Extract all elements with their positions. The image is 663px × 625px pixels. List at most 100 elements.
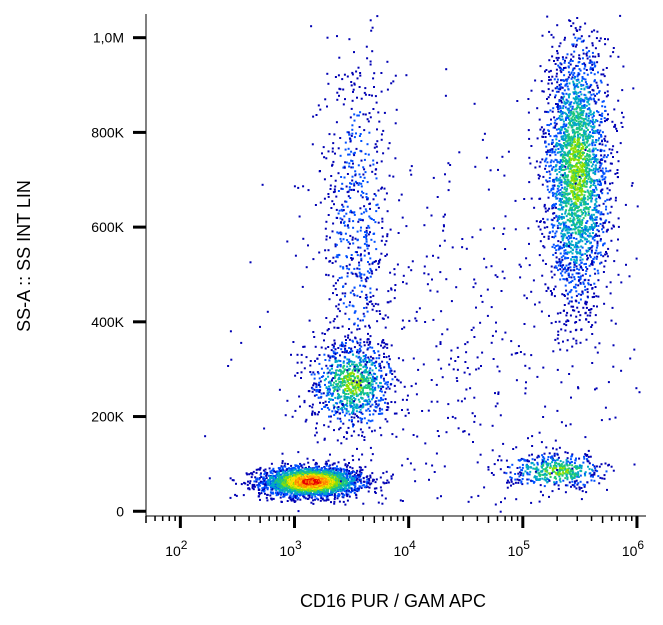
event-dot: [339, 480, 342, 483]
event-dot: [262, 486, 265, 489]
event-dot: [314, 413, 317, 416]
event-dot: [294, 409, 297, 412]
event-dot: [572, 55, 575, 58]
event-dot: [314, 495, 317, 498]
event-dot: [362, 484, 365, 486]
event-dot: [546, 98, 548, 100]
event-dot: [552, 126, 555, 129]
event-dot: [308, 474, 311, 477]
event-dot: [353, 361, 356, 364]
event-dot: [316, 389, 319, 392]
event-dot: [590, 60, 593, 63]
event-dot: [342, 103, 345, 106]
event-dot: [577, 276, 580, 278]
event-dot: [285, 482, 288, 484]
event-dot: [355, 355, 358, 358]
event-dot: [342, 480, 345, 483]
event-dot: [290, 499, 293, 502]
event-dot: [305, 490, 308, 493]
event-dot: [603, 137, 606, 140]
event-dot: [344, 200, 347, 203]
event-dot: [541, 232, 544, 235]
event-dot: [580, 328, 583, 331]
event-dot: [352, 406, 355, 409]
event-dot: [324, 347, 327, 350]
event-dot: [337, 232, 340, 235]
event-dot: [597, 272, 600, 275]
event-dot: [362, 359, 365, 362]
event-dot: [357, 324, 359, 327]
event-dot: [539, 65, 542, 68]
event-dot: [333, 203, 335, 206]
event-dot: [593, 80, 596, 83]
event-dot: [307, 489, 310, 492]
event-dot: [366, 338, 369, 341]
event-dot: [317, 474, 320, 477]
event-dot: [374, 168, 377, 171]
event-dot: [548, 191, 551, 194]
event-dot: [362, 360, 365, 363]
event-dot: [361, 413, 364, 415]
event-dot: [594, 314, 597, 317]
event-dot: [319, 380, 322, 383]
event-dot: [325, 460, 328, 463]
event-dot: [259, 482, 262, 484]
event-dot: [353, 136, 356, 139]
event-dot: [258, 468, 261, 471]
event-dot: [340, 232, 343, 235]
event-dot: [330, 175, 333, 177]
event-dot: [610, 162, 613, 165]
event-dot: [344, 141, 347, 144]
event-dot: [366, 392, 369, 394]
event-dot: [329, 453, 331, 456]
event-dot: [334, 260, 337, 263]
event-dot: [353, 377, 356, 379]
event-dot: [569, 63, 572, 66]
event-dot: [550, 270, 553, 273]
event-dot: [383, 345, 386, 348]
event-dot: [562, 340, 564, 343]
event-dot: [310, 501, 313, 504]
event-dot: [566, 311, 569, 314]
event-dot: [359, 207, 362, 210]
event-dot: [315, 427, 317, 430]
event-dot: [548, 59, 551, 62]
event-dot: [566, 53, 569, 56]
event-dot: [312, 459, 315, 462]
event-dot: [394, 122, 397, 125]
event-dot: [329, 494, 332, 496]
event-dot: [593, 61, 596, 64]
event-dot: [613, 108, 616, 111]
event-dot: [593, 62, 596, 65]
event-dot: [353, 416, 356, 419]
event-dot: [325, 496, 328, 499]
event-dot: [358, 393, 361, 396]
event-dot: [307, 492, 309, 494]
event-dot: [349, 480, 352, 483]
event-dot: [398, 199, 401, 202]
event-dot: [604, 91, 606, 94]
event-dot: [334, 282, 337, 285]
event-dot: [356, 469, 359, 472]
event-dot: [300, 479, 303, 482]
event-dot: [305, 418, 308, 421]
event-dot: [279, 478, 282, 481]
event-dot: [369, 388, 372, 390]
event-dot: [264, 492, 266, 495]
event-dot: [374, 221, 377, 224]
event-dot: [329, 492, 332, 495]
event-dot: [344, 344, 347, 347]
event-dot: [272, 497, 275, 500]
event-dot: [359, 386, 362, 389]
event-dot: [570, 296, 573, 299]
event-dot: [593, 29, 596, 32]
event-dot: [312, 502, 315, 505]
event-dot: [360, 226, 362, 229]
event-dot: [585, 338, 588, 341]
event-dot: [587, 279, 590, 282]
event-dot: [370, 238, 373, 241]
event-dot: [355, 391, 358, 394]
event-dot: [593, 282, 596, 285]
event-dot: [280, 485, 283, 488]
event-dot: [347, 368, 350, 371]
